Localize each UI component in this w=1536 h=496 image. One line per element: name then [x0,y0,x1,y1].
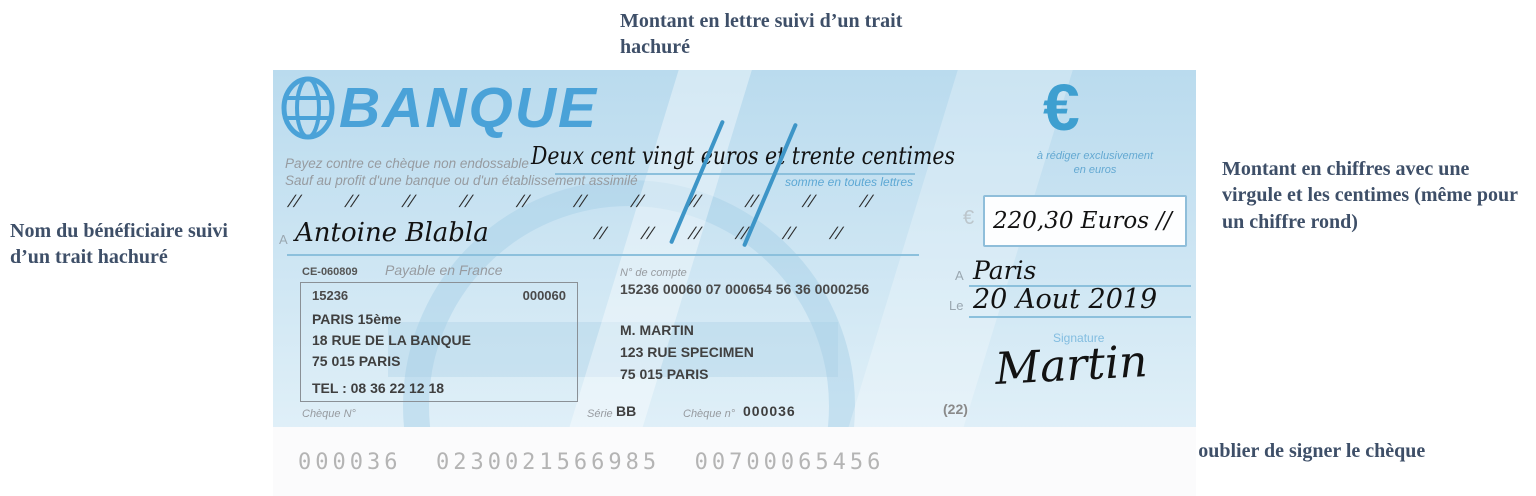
place-underline [969,285,1191,287]
amount-words-caption: somme en toutes lettres [785,175,914,189]
pay-line-1: Payez contre ce chèque non endossable [285,156,529,171]
beneficiary-name-handwriting: Antoine Blabla [295,218,489,248]
beneficiary-underline [287,254,919,256]
amount-figures-handwriting: 220,30 Euros // [993,208,1172,234]
date-label: Le [949,298,964,313]
place-label: A [955,268,964,283]
hatch-marks-row: // // // // // // // // // // // [287,192,875,211]
series-value: BB [616,403,637,419]
euro-note-line1: à rédiger exclusivement [1036,150,1154,162]
hatch-marks-after-name: // // // // // // [593,224,845,243]
date-handwriting: 20 Aout 2019 [973,284,1158,315]
branch-address-line: 18 RUE DE LA BANQUE [312,332,471,348]
holder-address-line: M. MARTIN [620,322,694,338]
amount-box-currency: € [963,207,975,229]
globe-watermark-bar [388,322,838,377]
branch-codes: 15236 000060 [312,288,566,303]
globe-icon [281,76,335,140]
cheque-number-label: Chèque n° [683,408,736,420]
annotation-beneficiary: Nom du bénéficiaire suivi d’un trait hac… [10,220,228,269]
signature-handwriting: Martin [993,336,1149,395]
annotation-amount-in-figures: Montant en chiffres avec une virgule et … [1222,158,1518,233]
annotation-signature-reminder: Ne pas oublier de signer le chèque [1136,440,1426,462]
code-22: (22) [943,401,968,417]
branch-address-line: PARIS 15ème [312,311,402,327]
account-number-label: N° de compte [620,267,687,279]
annotation-amount-in-words: Montant en lettre suivi d’un trait hachu… [620,10,903,59]
amount-words-underline [555,173,915,175]
account-number: 15236 00060 07 000654 56 36 0000256 [620,281,870,297]
branch-telephone: TEL : 08 36 22 12 18 [312,380,445,396]
branch-address-lines: PARIS 15ème 18 RUE DE LA BANQUE 75 015 P… [312,309,566,372]
cheque-number-value: 000036 [743,403,796,419]
payable-in-france: Payable en France [385,262,503,278]
reference-code: CE-060809 [302,266,358,278]
beneficiary-label: A [279,232,288,247]
date-underline [969,316,1191,318]
place-handwriting: Paris [973,256,1037,285]
pay-line-2: Sauf au profit d'une banque ou d'un étab… [285,173,638,188]
signature-label: Signature [1053,331,1105,345]
bank-logo-row: BANQUE [281,76,598,140]
cheque-no-label: Chèque N° [302,408,356,420]
amount-in-words-handwriting: Deux cent vingt euros et trente centimes [531,142,955,170]
branch-code-right: 000060 [522,288,566,303]
branch-address-box: 15236 000060 PARIS 15ème 18 RUE DE LA BA… [300,282,578,402]
bank-name: BANQUE [339,75,599,140]
holder-address-line: 75 015 PARIS [620,366,709,382]
euro-symbol: € [1043,70,1080,144]
cheque: BANQUE Payez contre ce chèque non endoss… [273,70,1196,496]
amount-figures-box: 220,30 Euros // [983,195,1187,247]
account-holder-address: M. MARTIN 123 RUE SPECIMEN 75 015 PARIS [620,319,754,385]
branch-address-line: 75 015 PARIS [312,353,401,369]
holder-address-line: 123 RUE SPECIMEN [620,344,754,360]
branch-code-left: 15236 [312,288,349,303]
micr-strip [273,427,1196,496]
euro-note-line2: en euros [1073,164,1117,176]
series-label: Série [587,408,613,420]
micr-line: 000036 0230021566985 00700065456 [298,450,885,475]
